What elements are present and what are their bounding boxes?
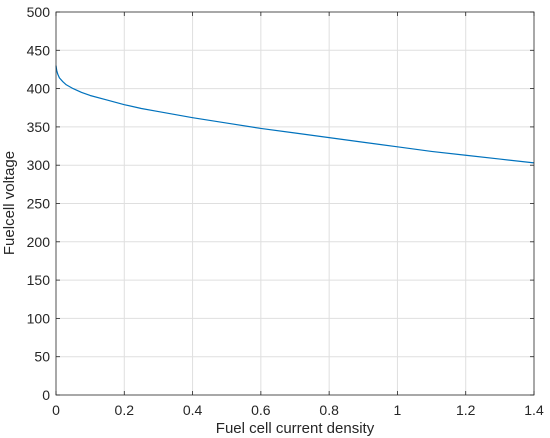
grid-lines — [56, 12, 534, 395]
axis-ticks: 0 0.2 0.4 0.6 0.8 1 1.2 1.4 0 50 100 150 200 250 300 35… — [27, 4, 544, 418]
y-tick-label: 350 — [27, 119, 51, 135]
x-tick-label: 1.4 — [524, 402, 544, 418]
x-tick-label: 0 — [52, 402, 60, 418]
y-tick-label: 400 — [27, 81, 51, 97]
y-axis-label: Fuelcell voltage — [1, 151, 18, 255]
series-line — [55, 65, 535, 164]
x-tick-label: 0.6 — [251, 402, 271, 418]
y-tick-label: 100 — [27, 310, 51, 326]
y-tick-label: 200 — [27, 234, 51, 250]
x-tick-label: 0.2 — [115, 402, 135, 418]
series-lines — [55, 65, 535, 164]
x-tick-label: 1 — [394, 402, 402, 418]
x-tick-label: 1.2 — [456, 402, 476, 418]
y-tick-label: 250 — [27, 196, 51, 212]
y-tick-label: 450 — [27, 42, 51, 58]
x-axis-label: Fuel cell current density — [216, 420, 375, 437]
x-tick-label: 0.8 — [319, 402, 339, 418]
y-tick-label: 0 — [42, 387, 50, 403]
x-tick-label: 0.4 — [183, 402, 203, 418]
y-tick-label: 300 — [27, 157, 51, 173]
y-tick-label: 500 — [27, 4, 51, 20]
y-tick-label: 150 — [27, 272, 51, 288]
y-tick-label: 50 — [34, 349, 50, 365]
